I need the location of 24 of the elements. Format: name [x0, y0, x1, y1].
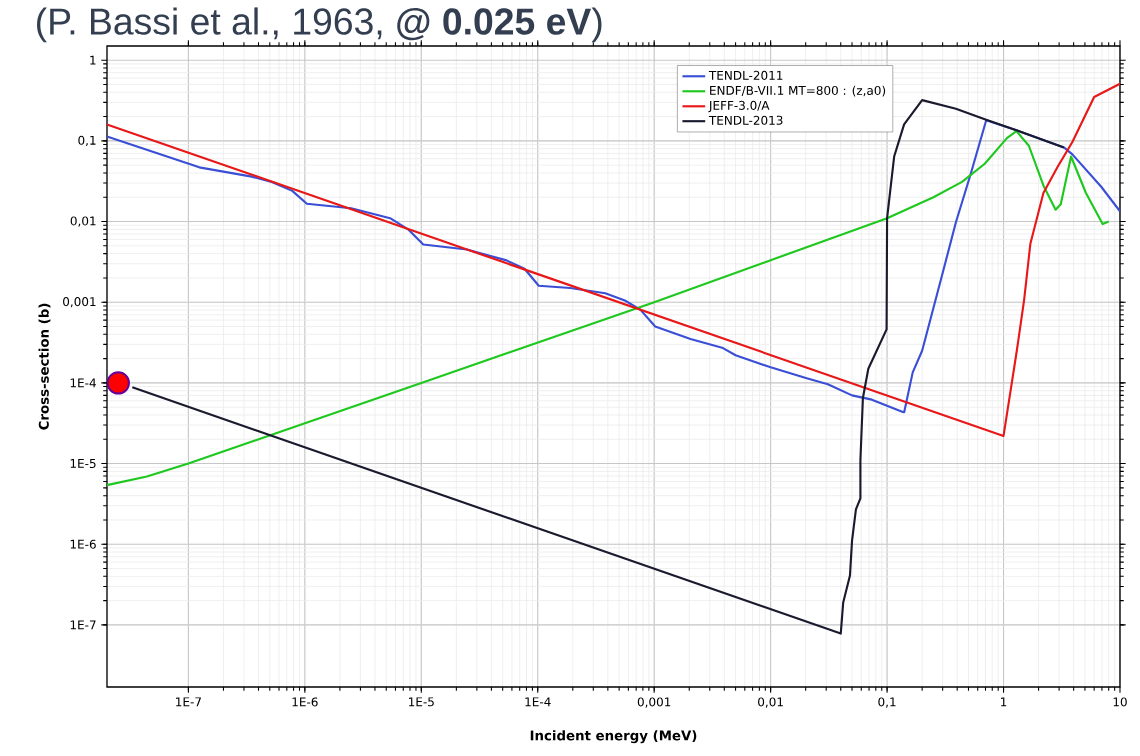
x-tick-label: 0,001 — [637, 697, 671, 708]
y-tick-label: 0,1 — [78, 135, 96, 147]
x-tick-label: 1E-7 — [176, 697, 201, 707]
x-tick-label: 1 — [1001, 697, 1007, 707]
x-tick-label: 1E-5 — [409, 697, 434, 707]
x-tick-label: 1E-6 — [292, 697, 318, 707]
y-tick-label: 0,01 — [70, 216, 96, 227]
y-tick-label: 1E-7 — [70, 620, 96, 630]
legend-label: JEFF-3.0/A — [708, 100, 770, 113]
chart-title: (P. Bassi et al., 1963, @ 0.025 eV) — [37, 7, 602, 43]
x-tick-label: 0,01 — [758, 697, 783, 708]
x-axis-title: Incident energy (MeV) — [530, 730, 697, 744]
y-tick-label: 1 — [90, 55, 96, 65]
y-tick-label: 0,001 — [63, 297, 96, 308]
legend-label: TENDL-2011 — [708, 70, 783, 80]
y-axis-title: Cross-section (b) — [38, 303, 51, 430]
legend-label: ENDF/B-VII.1 MT=800 : (z,a0) — [710, 85, 886, 97]
legend-label: TENDL-2013 — [708, 115, 783, 125]
y-tick-label: 1E-5 — [70, 459, 96, 469]
y-tick-label: 1E-6 — [70, 539, 96, 549]
x-tick-label: 10 — [1113, 697, 1127, 707]
x-tick-label: 1E-4 — [525, 697, 551, 707]
x-tick-label: 0,1 — [878, 697, 896, 708]
y-tick-label: 1E-4 — [70, 378, 96, 388]
